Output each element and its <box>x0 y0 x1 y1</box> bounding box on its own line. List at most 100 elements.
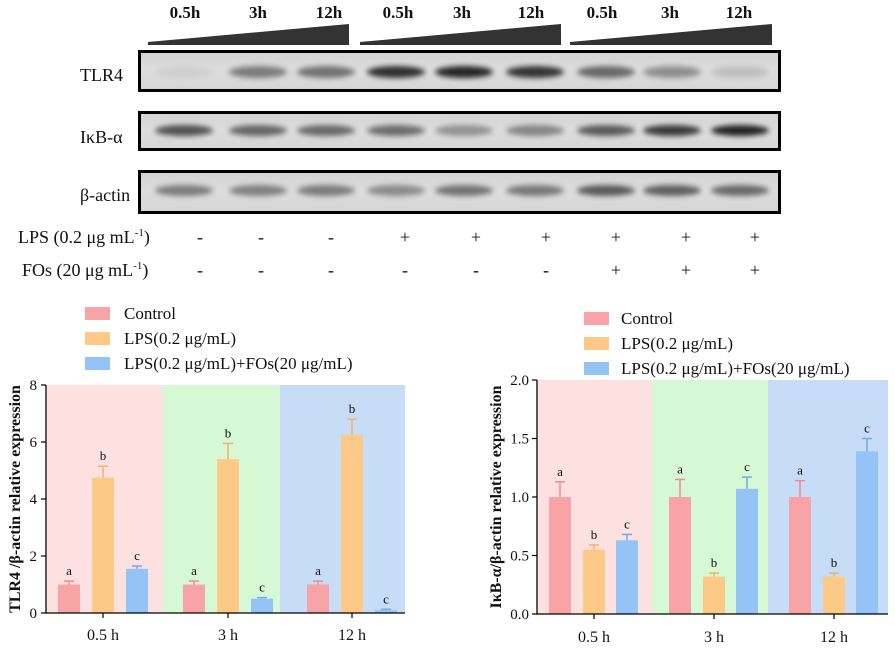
time-label: 3h <box>249 3 267 22</box>
time-label: 12h <box>725 3 753 22</box>
significance-letter: c <box>383 591 389 606</box>
tlr4-band <box>711 66 769 78</box>
x-tick-label: 0.5 h <box>578 629 610 646</box>
treatment-label-end: ) <box>142 260 149 280</box>
y-axis-label: TLR4 /β-actin relative expression <box>7 385 24 613</box>
time-gradient-wedge <box>570 24 772 45</box>
bar-lps-fos <box>736 488 758 614</box>
beta-actin-band <box>367 184 425 196</box>
fos-treatment-value: - <box>473 260 479 280</box>
bar-lps-fos <box>375 610 397 613</box>
significance-letter: a <box>797 463 803 478</box>
y-tick-label: 1.0 <box>510 490 529 506</box>
fos-treatment-value: - <box>402 260 408 280</box>
tlr4-band <box>367 66 425 78</box>
ikba-band <box>643 124 701 136</box>
tlr4-band <box>577 66 635 78</box>
bar-lps <box>341 434 363 613</box>
y-tick-label: 0.0 <box>510 607 529 623</box>
bar-control <box>549 497 571 614</box>
significance-letter: b <box>349 401 356 416</box>
time-label: 0.5h <box>586 3 618 22</box>
beta-actin-band <box>297 184 355 196</box>
significance-letter: b <box>591 527 598 542</box>
ikba-band <box>229 124 287 136</box>
bar-lps <box>92 477 114 613</box>
fos-treatment-value: + <box>680 260 692 280</box>
treatment-label-text: FOs (20 μg mL <box>22 260 134 280</box>
lps-treatment-value: + <box>470 227 482 247</box>
significance-letter: c <box>744 459 750 474</box>
ikba-band <box>435 124 493 136</box>
bar-control <box>307 584 329 613</box>
y-tick-label: 0.5 <box>510 549 529 565</box>
lps-treatment-value: + <box>399 227 411 247</box>
beta-actin-band <box>577 184 635 196</box>
significance-letter: a <box>66 563 72 578</box>
bar-lps-fos <box>616 540 638 614</box>
beta-actin-band <box>506 184 564 196</box>
significance-letter: c <box>864 421 870 436</box>
significance-letter: c <box>134 548 140 563</box>
bar-lps <box>583 549 605 614</box>
bar-control <box>58 584 80 613</box>
bar-control <box>669 497 691 614</box>
y-axis-label: IκB-α/β-actin relative expression <box>488 385 505 608</box>
time-label-row: 0.5h 3h 12h 0.5h 3h 12h 0.5h 3h 12h <box>0 0 895 300</box>
ikba-band <box>506 124 564 136</box>
blot-strip-beta-actin <box>138 170 781 214</box>
tlr4-band <box>435 66 493 78</box>
time-gradient-wedge <box>360 24 561 45</box>
lps-treatment-value: - <box>328 227 334 247</box>
significance-letter: a <box>191 563 197 578</box>
significance-letter: a <box>557 464 563 479</box>
time-label: 0.5h <box>382 3 414 22</box>
beta-actin-band <box>643 184 701 196</box>
bar-lps <box>217 459 239 613</box>
fos-treatment-value: - <box>197 260 203 280</box>
time-gradient-wedges <box>148 24 772 45</box>
treatment-values: - - - + + + + + + - - - - - - + + + <box>0 0 895 300</box>
significance-letter: c <box>624 516 630 531</box>
blot-strip-ikba <box>138 111 781 151</box>
significance-letter: b <box>831 555 838 570</box>
tlr4-band <box>229 66 287 78</box>
blot-label-tlr4: TLR4 <box>80 65 123 85</box>
beta-actin-band <box>155 184 213 196</box>
treatment-label-fos: FOs (20 μg mL-1) <box>22 260 149 280</box>
time-label: 3h <box>453 3 471 22</box>
bar-lps-fos <box>251 598 273 613</box>
lps-treatment-value: - <box>197 227 203 247</box>
tlr4-band <box>155 66 213 78</box>
x-tick-label: 3 h <box>704 629 724 646</box>
treatment-label-superscript: -1 <box>134 227 144 239</box>
legend-swatch-lps <box>85 332 110 345</box>
time-label: 12h <box>315 3 343 22</box>
x-tick-label: 12 h <box>820 629 848 646</box>
significance-letter: a <box>677 461 683 476</box>
beta-actin-band <box>229 184 287 196</box>
lps-treatment-value: - <box>258 227 264 247</box>
blot-label-beta-actin: β-actin <box>80 185 131 205</box>
lps-treatment-value: + <box>610 227 622 247</box>
tlr4-band <box>506 66 564 78</box>
ikba-band <box>577 124 635 136</box>
y-tick-label: 4 <box>30 492 38 508</box>
y-tick-label: 0 <box>30 606 38 622</box>
lps-treatment-value: + <box>540 227 552 247</box>
tlr4-bar-chart: a a a b b b c c c 0 2 4 6 8 0.5 h 3 h 12 h TLR4 /β-actin … <box>7 304 405 644</box>
legend-swatch-lps-fos <box>584 362 609 375</box>
lps-treatment-value: + <box>680 227 692 247</box>
bar-lps <box>823 576 845 614</box>
ikba-band <box>297 124 355 136</box>
legend-swatch-control <box>584 312 609 325</box>
bar-control <box>789 497 811 614</box>
beta-actin-band <box>435 184 493 196</box>
treatment-label-lps: LPS (0.2 μg mL-1) <box>18 227 150 247</box>
time-gradient-wedge <box>148 24 349 45</box>
blot-label-ikba: IκB-α <box>80 127 123 147</box>
ikba-band <box>711 124 769 136</box>
x-tick-label: 12 h <box>338 627 366 644</box>
legend-label: LPS(0.2 μg/mL)+FOs(20 μg/mL) <box>621 359 850 378</box>
significance-letter: b <box>711 555 718 570</box>
